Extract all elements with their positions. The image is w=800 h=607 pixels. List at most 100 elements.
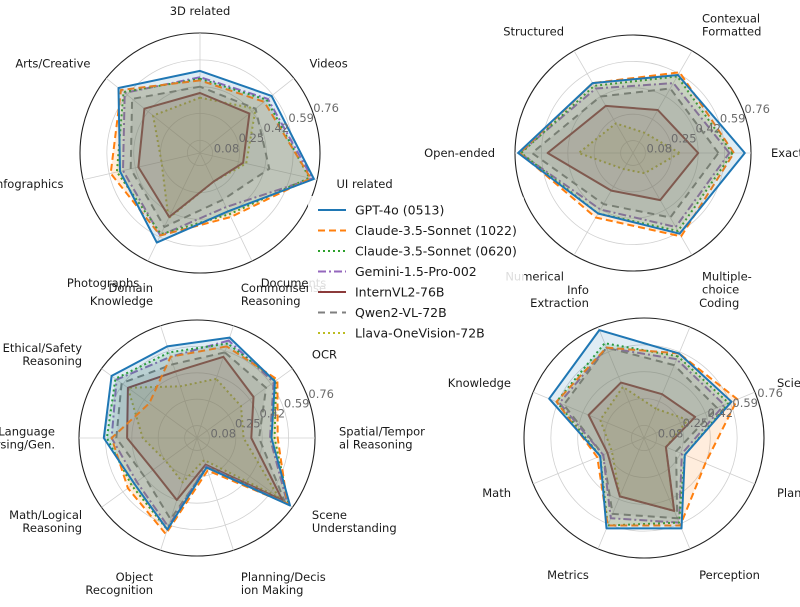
series-llava-onevision-72b: [152, 96, 257, 220]
spoke-line: [82, 152, 201, 181]
spoke-line: [160, 325, 198, 439]
radial-tick-label: 0.59: [732, 396, 758, 410]
spoke-line: [573, 50, 634, 154]
radial-tick-label: 0.25: [235, 417, 261, 431]
series-gpt-4o-0513: [548, 329, 733, 530]
series-qwen2-vl-72b: [129, 85, 271, 228]
axis-label-domain-knowledge: Domain Knowledge: [90, 281, 153, 308]
axis-label-exact: Exact: [771, 146, 800, 160]
axis-label-photographs: Photographs: [67, 276, 139, 290]
legend-label-llava-onevision-72b: Llava-OneVision-72B: [355, 326, 485, 341]
legend-label-claude-3-5-sonnet-0620: Claude-3.5-Sonnet (0620): [355, 244, 517, 259]
grid-circle: [550, 344, 738, 532]
radial-tick-label: 0.08: [214, 141, 240, 155]
spoke-line: [643, 437, 691, 550]
radial-tick-label: 0.42: [264, 121, 290, 135]
spoke-line: [199, 152, 318, 181]
axis-label-science: Science: [777, 376, 800, 390]
radial-tick-label: 0.42: [696, 122, 722, 136]
legend-label-gemini-1-5-pro-002: Gemini-1.5-Pro-002: [355, 264, 477, 279]
radial-tick-label: 0.25: [683, 416, 709, 430]
series-claude-3-5-sonnet-0620: [105, 342, 290, 531]
axis-label-planning: Planning: [777, 486, 800, 500]
spoke-line: [199, 152, 253, 262]
axis-label-ethical-safety-reasoning: Ethical/Safety Reasoning: [3, 341, 83, 368]
series-gemini-1-5-pro-002: [110, 339, 289, 528]
axis-label-commonsense-reasoning: Commonsense Reasoning: [241, 281, 326, 308]
axis-label-contexual-formatted: Contexual Formatted: [702, 12, 761, 39]
radar-chart-skills: 0.080.250.420.590.76 Commonsense Reasoning…: [0, 281, 425, 597]
axis-label-structured: Structured: [503, 25, 564, 39]
axis-label-coding: Coding: [699, 296, 739, 310]
radial-tick-label: 0.08: [658, 426, 684, 440]
spoke-line: [196, 368, 293, 439]
series-gpt-4o-0513: [102, 336, 291, 531]
axis-label-info-extraction: Info Extraction: [530, 283, 589, 310]
axis-label-infographics: Infographics: [0, 177, 64, 191]
series-internvl2-76b: [546, 104, 700, 202]
series-claude-3-5-sonnet-1022: [110, 345, 289, 535]
series-internvl2-76b: [137, 92, 251, 218]
series-internvl2-76b: [587, 381, 697, 512]
series-claude-3-5-sonnet-0620: [555, 342, 730, 527]
spoke-line: [196, 437, 293, 508]
radial-tick-label: 0.08: [211, 426, 237, 440]
radial-tick-label: 0.59: [288, 111, 314, 125]
axis-label-ui-related: UI related: [337, 177, 393, 191]
axis-label-object-recognition: Object Recognition: [85, 570, 153, 597]
series-llava-onevision-72b: [599, 385, 689, 512]
spoke-line: [632, 50, 693, 154]
radial-tick-label: 0.76: [313, 101, 339, 115]
spoke-line: [597, 437, 645, 550]
series-claude-3-5-sonnet-0620: [520, 75, 734, 232]
spoke-line: [101, 437, 198, 508]
radial-tick-label: 0.76: [744, 102, 770, 116]
axis-label-open-ended: Open-ended: [424, 146, 495, 160]
axis-label-math: Math: [482, 486, 511, 500]
radar-chart-output-formats: 0.080.250.420.590.76 Exact Contexual Format…: [424, 12, 800, 297]
series-qwen2-vl-72b: [562, 346, 718, 520]
series-gpt-4o-0513: [117, 69, 315, 244]
spoke-line: [532, 437, 645, 485]
legend-label-claude-3-5-sonnet-1022: Claude-3.5-Sonnet (1022): [355, 223, 517, 238]
radial-tick-label: 0.08: [647, 141, 673, 155]
legend-label-gpt-4o-0513: GPT-4o (0513): [355, 203, 444, 218]
radial-tick-label: 0.25: [671, 132, 697, 146]
series-llava-onevision-72b: [577, 122, 681, 175]
axis-label-ocr: OCR: [312, 348, 337, 362]
axis-label-knowledge: Knowledge: [448, 376, 511, 390]
radial-tick-label: 0.42: [260, 407, 286, 421]
axis-label-language-parsing-gen: LanguageParsing/Gen.: [0, 425, 55, 452]
radial-tick-label: 0.42: [708, 406, 734, 420]
grid-circle: [630, 424, 658, 452]
spoke-line: [643, 326, 691, 439]
series-llava-onevision-72b: [126, 377, 280, 499]
legend-label-internvl2-76b: InternVL2-76B: [355, 285, 445, 300]
series-claude-3-5-sonnet-0620: [115, 77, 311, 236]
radial-tick-label: 0.59: [720, 112, 746, 126]
legend: GPT-4o (0513) Claude-3.5-Sonnet (1022) Cla…: [308, 196, 524, 346]
radial-tick-label: 0.25: [239, 131, 265, 145]
axis-label-3d-related: 3D related: [170, 4, 231, 18]
axis-label-spatial-tempor-al-reasoning: Spatial/Tempor al Reasoning: [339, 425, 425, 452]
spoke-line: [196, 437, 234, 551]
grid-circle: [577, 371, 711, 505]
axis-label-math-logical-reasoning: Math/Logical Reasoning: [9, 508, 82, 535]
axis-label-planning-decis-ion-making: Planning/Decis ion Making: [241, 570, 326, 597]
axis-label-arts-creative: Arts/Creative: [15, 57, 90, 71]
spoke-line: [199, 77, 295, 154]
spoke-line: [632, 152, 693, 256]
axis-label-metrics: Metrics: [547, 568, 589, 582]
series-internvl2-76b: [126, 355, 284, 502]
spoke-line: [643, 437, 756, 485]
axis-label-multiple-choice: Multiple-choice: [702, 270, 752, 297]
grid-circle: [523, 317, 765, 559]
axis-label-perception: Perception: [699, 568, 760, 582]
radar-chart-application-domains: 0.080.250.420.590.76 Coding Info Extraction…: [448, 283, 800, 582]
series-gemini-1-5-pro-002: [122, 76, 314, 237]
spoke-line: [160, 437, 198, 551]
radial-tick-label: 0.59: [284, 397, 310, 411]
series-gemini-1-5-pro-002: [558, 346, 726, 524]
grid-circle: [604, 398, 684, 478]
